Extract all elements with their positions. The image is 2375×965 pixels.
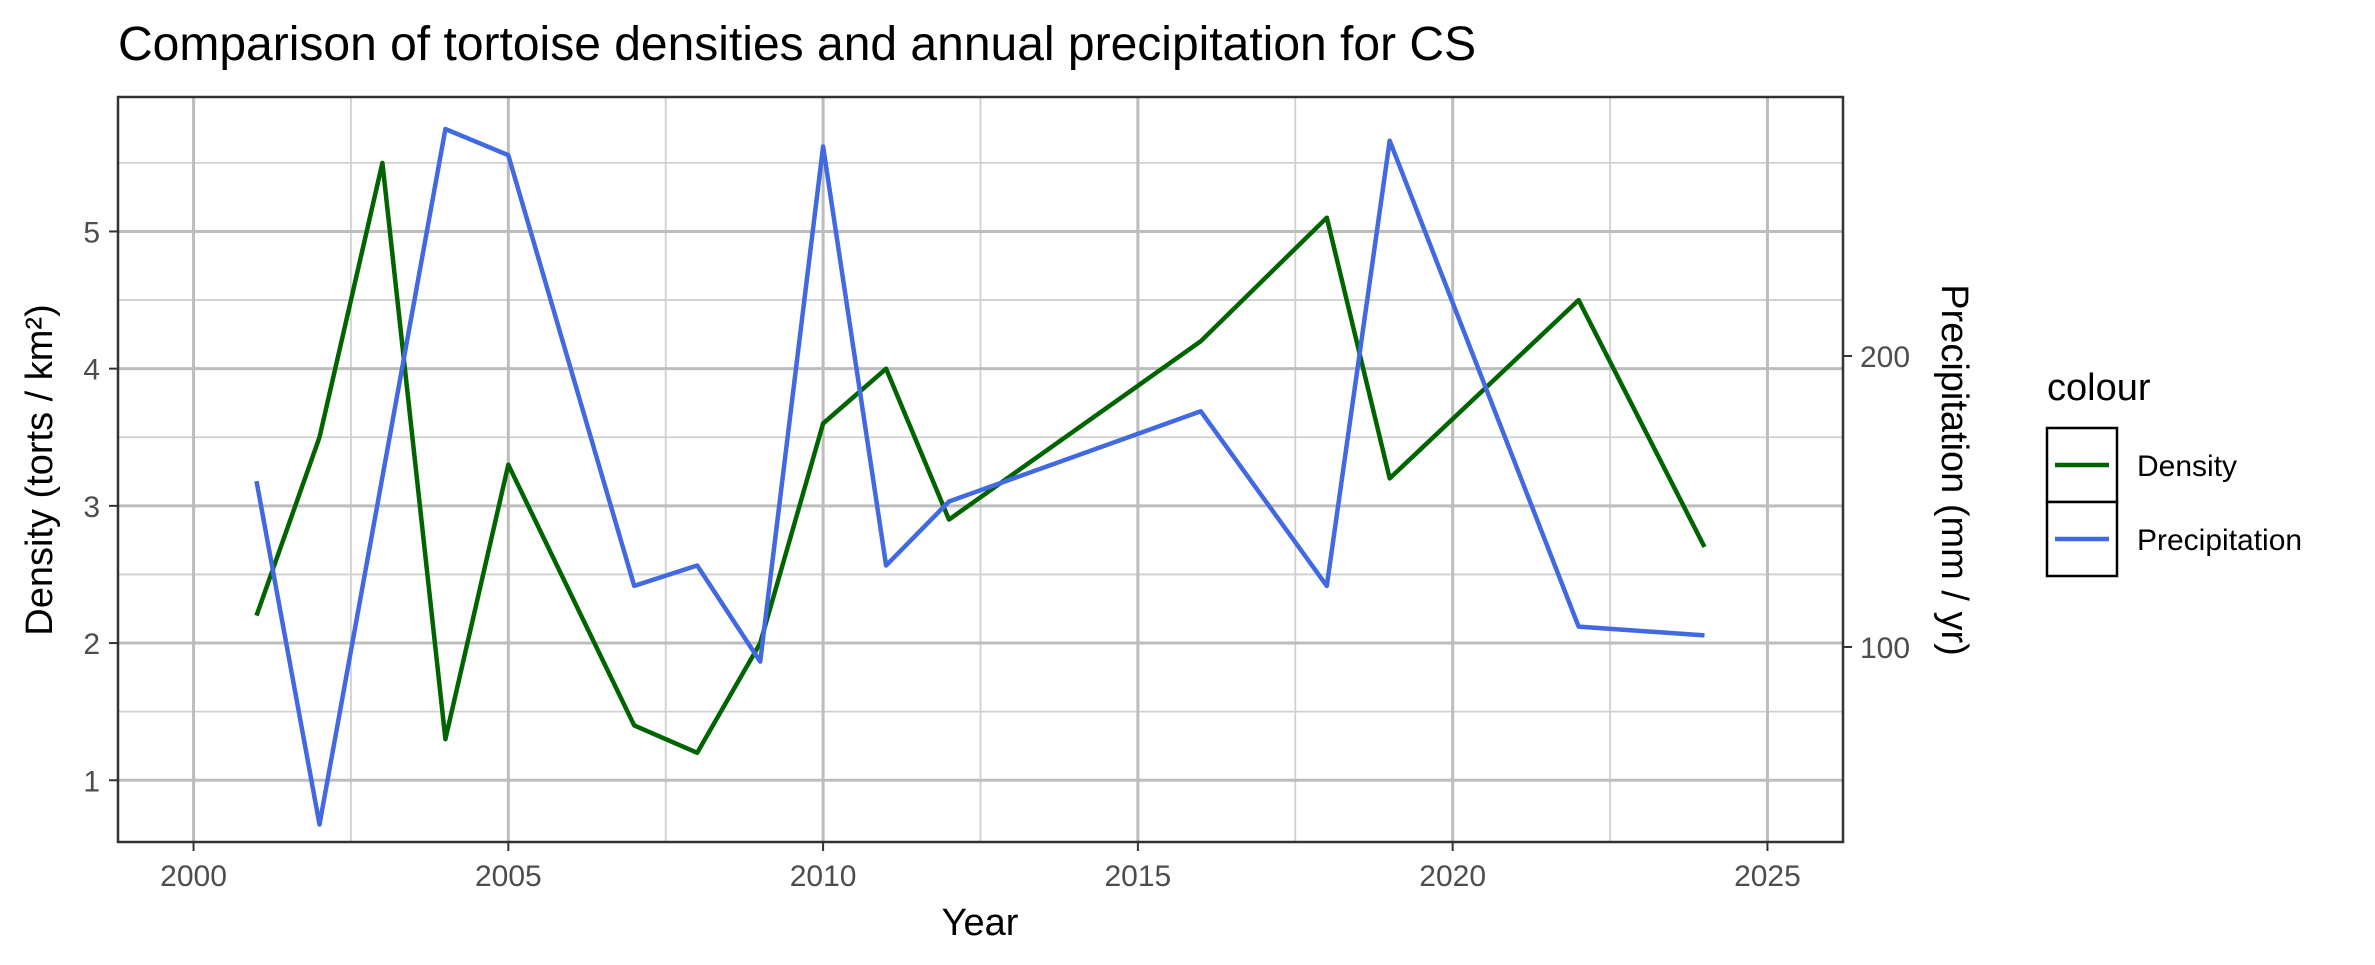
axis-ticks: 2000 2005 2010 2015 2020 2025 1 2 3 4 5 100 200 [83,216,1910,893]
precipitation-line [254,126,1705,827]
chart-title: Comparison of tortoise densities and ann… [118,18,1476,71]
grid [118,97,1843,842]
legend-label-density: Density [2137,450,2237,483]
x-tick-label: 2010 [790,860,857,893]
y-tick-label: 5 [83,216,100,249]
y2-tick-label: 200 [1860,341,1910,374]
legend: colour Density Precipitation [2045,367,2302,578]
y2-axis-title: Precipitation (mm / yr) [1933,284,1975,656]
y-tick-label: 3 [83,491,100,524]
x-tick-label: 2005 [475,860,542,893]
x-tick-label: 2000 [160,860,227,893]
legend-label-precipitation: Precipitation [2137,524,2302,557]
legend-title: colour [2047,367,2151,409]
x-tick-label: 2025 [1734,860,1801,893]
x-tick-label: 2020 [1419,860,1486,893]
plot-panel [116,95,1845,844]
series-lines [254,126,1707,827]
y-tick-label: 2 [83,628,100,661]
x-tick-label: 2015 [1105,860,1172,893]
y2-tick-label: 100 [1860,632,1910,665]
y-axis-title: Density (torts / km²) [19,304,61,635]
x-axis-title: Year [942,902,1019,944]
y-tick-label: 4 [83,354,100,387]
y-tick-label: 1 [83,765,100,798]
